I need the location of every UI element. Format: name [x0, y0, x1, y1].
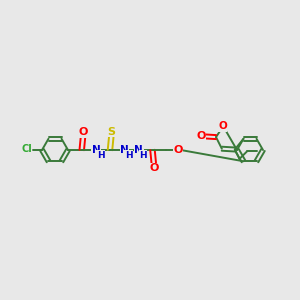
Text: H: H [97, 151, 104, 160]
Text: N: N [134, 145, 143, 155]
Text: H: H [139, 151, 147, 160]
Text: O: O [218, 121, 227, 131]
Text: N: N [92, 145, 100, 155]
Text: Cl: Cl [21, 145, 32, 154]
Text: O: O [173, 145, 182, 155]
Text: O: O [196, 131, 206, 141]
Text: H: H [125, 151, 133, 160]
Text: N: N [120, 145, 129, 155]
Text: S: S [108, 127, 116, 137]
Text: O: O [150, 163, 159, 173]
Text: O: O [78, 127, 88, 137]
